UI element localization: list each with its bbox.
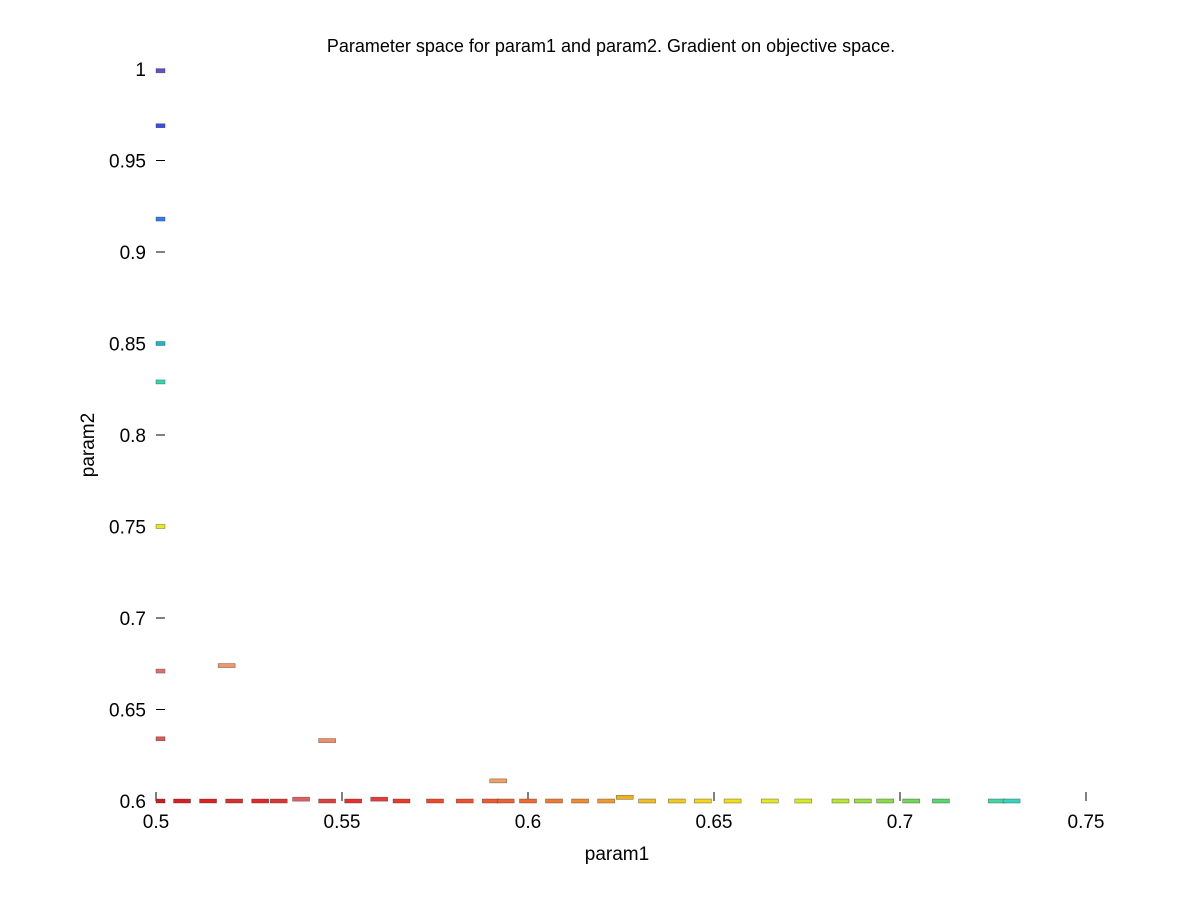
data-point	[519, 798, 537, 804]
data-point	[496, 798, 515, 804]
chart-title: Parameter space for param1 and param2. G…	[327, 36, 895, 56]
data-point	[426, 798, 444, 804]
data-point	[370, 796, 389, 802]
x-tick-label: 0.75	[1068, 812, 1105, 833]
data-point	[155, 216, 166, 222]
y-tick-label: 0.6	[120, 792, 146, 813]
x-tick-label: 0.6	[515, 812, 541, 833]
x-tick-label: 0.55	[324, 812, 361, 833]
data-point	[392, 798, 411, 804]
x-axis-title: param1	[585, 844, 649, 865]
data-point	[571, 798, 589, 804]
y-tick-label: 0.85	[109, 335, 146, 356]
data-point	[344, 798, 362, 804]
data-point	[155, 524, 166, 529]
data-point	[876, 798, 894, 804]
data-point	[853, 798, 872, 804]
x-tick-label: 0.5	[143, 812, 169, 833]
data-point	[155, 668, 166, 674]
y-tick-label: 0.95	[109, 152, 146, 173]
y-tick-label: 1	[135, 60, 146, 81]
y-tick-label: 0.8	[120, 426, 146, 447]
data-point	[455, 798, 474, 804]
data-point	[199, 798, 217, 804]
x-axis: 0.5 0.55 0.6 0.65 0.7 0.75	[143, 792, 1105, 833]
y-tick-label: 0.7	[120, 609, 146, 630]
data-point	[489, 778, 508, 784]
data-point	[638, 798, 656, 804]
data-point	[987, 798, 1006, 804]
x-tick-label: 0.65	[696, 812, 733, 833]
data-point	[694, 798, 712, 804]
data-point	[155, 379, 166, 385]
y-tick-label: 0.75	[109, 518, 146, 539]
x-tick-label: 0.7	[887, 812, 913, 833]
data-point	[545, 798, 563, 804]
data-point	[251, 798, 269, 804]
data-point	[155, 123, 166, 129]
y-tick-label: 0.9	[120, 243, 146, 264]
data-point	[155, 341, 166, 346]
data-point	[318, 798, 336, 804]
data-point	[831, 798, 850, 804]
data-point	[225, 798, 243, 804]
data-point	[318, 738, 336, 743]
data-point	[292, 796, 310, 802]
data-point	[932, 798, 950, 804]
data-point	[760, 798, 779, 804]
data-point	[794, 798, 813, 804]
data-point	[1002, 798, 1021, 804]
data-point	[615, 795, 634, 800]
data-point	[902, 798, 920, 804]
data-point	[597, 798, 615, 804]
data-points	[155, 68, 1021, 804]
y-tick-label: 0.65	[109, 701, 146, 722]
data-point	[173, 798, 191, 804]
data-point	[723, 798, 742, 804]
data-point	[667, 798, 686, 804]
data-point	[269, 798, 288, 804]
data-point	[217, 663, 236, 668]
data-point	[155, 798, 166, 804]
data-point	[481, 798, 500, 804]
y-axis-title: param2	[78, 413, 99, 477]
y-axis: 0.6 0.65 0.7 0.75 0.8 0.85 0.9 0.95 1	[109, 60, 165, 813]
data-point	[155, 68, 166, 74]
data-point	[155, 736, 166, 742]
